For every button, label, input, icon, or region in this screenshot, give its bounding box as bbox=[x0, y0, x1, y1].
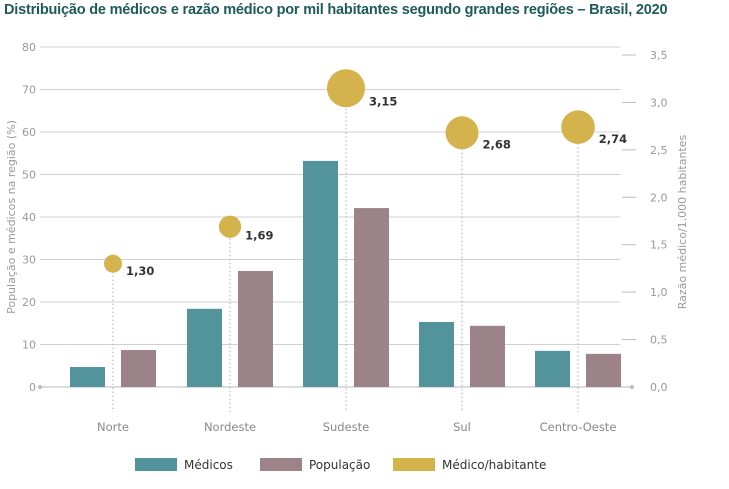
y2-tick-label: 3,0 bbox=[650, 96, 668, 109]
y-tick-label: 50 bbox=[22, 169, 36, 182]
axis-end-dot bbox=[630, 385, 634, 389]
y2-tick-label: 2,5 bbox=[650, 144, 668, 157]
data-label: 1,30 bbox=[126, 264, 154, 278]
legend-swatch bbox=[135, 458, 177, 471]
x-tick-label: Norte bbox=[97, 420, 129, 434]
bar-medicos bbox=[70, 367, 105, 387]
y2-tick-label: 0,0 bbox=[650, 381, 668, 394]
y-tick-label: 30 bbox=[22, 254, 36, 267]
bar-populacao bbox=[586, 353, 621, 387]
bubble-medico-habitante bbox=[103, 254, 123, 273]
bar-populacao bbox=[354, 208, 389, 387]
y2-axis-label: Razão médico/1.000 habitantes bbox=[676, 135, 689, 310]
legend-swatch bbox=[393, 458, 435, 471]
x-tick-label: Sul bbox=[453, 420, 471, 434]
y2-tick-label: 3,5 bbox=[650, 49, 668, 62]
axis-end-dot bbox=[38, 385, 42, 389]
bar-populacao bbox=[238, 270, 273, 387]
chart-title: Distribuição de médicos e razão médico p… bbox=[4, 2, 668, 18]
y-tick-label: 0 bbox=[29, 381, 36, 394]
y-axis-label: População e médicos na região (%) bbox=[5, 120, 18, 314]
bar-populacao bbox=[470, 325, 505, 387]
data-label: 2,68 bbox=[482, 138, 510, 152]
bar-populacao bbox=[121, 350, 156, 387]
legend-label: Médico/habitante bbox=[442, 458, 546, 472]
x-tick-label: Sudeste bbox=[323, 420, 370, 434]
data-label: 2,74 bbox=[599, 132, 627, 146]
y-tick-label: 80 bbox=[22, 41, 36, 54]
x-tick-label: Nordeste bbox=[204, 420, 256, 434]
bar-medicos bbox=[303, 160, 338, 387]
bar-medicos bbox=[187, 308, 222, 387]
bubble-medico-habitante bbox=[218, 215, 242, 238]
bubble-medico-habitante bbox=[561, 110, 595, 144]
y2-tick-label: 1,0 bbox=[650, 286, 668, 299]
bar-medicos bbox=[419, 321, 454, 387]
y2-tick-label: 1,5 bbox=[650, 239, 668, 252]
bubble-medico-habitante bbox=[445, 116, 479, 150]
bar-medicos bbox=[535, 350, 570, 387]
y-tick-label: 20 bbox=[22, 296, 36, 309]
y-tick-label: 70 bbox=[22, 84, 36, 97]
legend-label: População bbox=[309, 458, 370, 472]
x-tick-label: Centro-Oeste bbox=[540, 420, 617, 434]
y2-tick-label: 0,5 bbox=[650, 334, 668, 347]
data-label: 1,69 bbox=[245, 228, 273, 242]
y-tick-label: 10 bbox=[22, 339, 36, 352]
y-tick-label: 60 bbox=[22, 126, 36, 139]
legend-label: Médicos bbox=[184, 458, 233, 472]
legend-swatch bbox=[260, 458, 302, 471]
y2-tick-label: 2,0 bbox=[650, 191, 668, 204]
y-tick-label: 40 bbox=[22, 211, 36, 224]
bubble-medico-habitante bbox=[326, 69, 366, 108]
data-label: 3,15 bbox=[369, 95, 397, 109]
